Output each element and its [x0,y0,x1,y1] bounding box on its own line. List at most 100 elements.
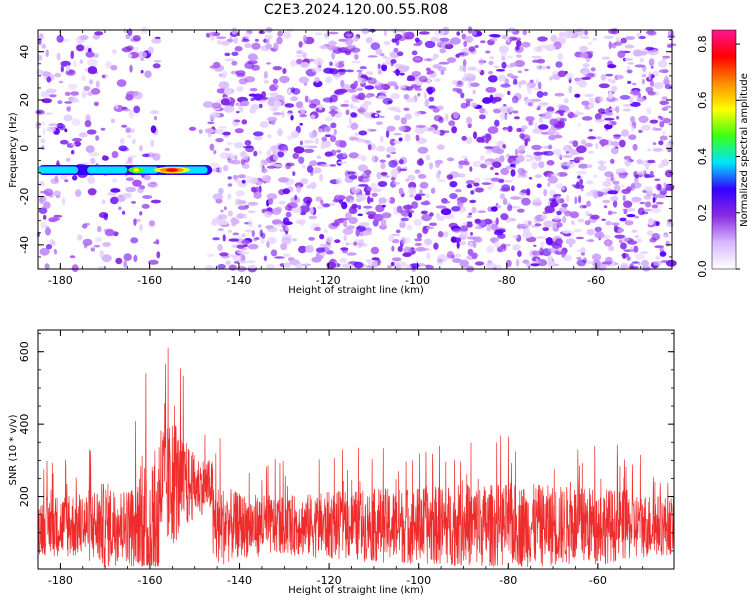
spectrogram-cell [291,238,298,242]
spectrogram-cell [577,218,585,223]
spectrogram-cell [281,110,285,118]
spectrogram-cell [64,91,71,96]
spectrogram-cell [287,88,291,95]
spectrogram-cell [565,238,576,245]
spectrogram-cell [355,229,361,237]
spectrogram-cell [242,145,254,149]
spectrogram-cell [393,47,399,53]
spectrogram-cell [501,55,506,61]
spectrogram-cell [39,181,45,187]
spectrogram-cell [376,171,382,180]
spectrogram-cell [607,122,612,125]
spectrogram-cell [532,87,544,91]
spectrogram-cell [363,205,373,209]
spectrogram-cell [443,231,449,238]
spectrogram-cell [507,204,513,212]
spectrogram-cell [440,43,446,50]
spectrogram-cell [500,167,510,176]
spectrogram-cell [584,29,588,36]
spectrogram-cell [347,171,356,175]
spectrogram-cell [518,81,522,89]
spectrogram-cell [516,175,523,179]
spectrogram-cell [389,51,400,59]
spectrogram-cell [244,31,251,40]
spectrogram-cell [290,59,297,67]
spectrogram-cell [634,177,639,183]
spectrogram-cell [597,160,607,164]
spectrogram-cell [298,41,303,48]
spectrogram-cell [493,108,502,114]
spectrogram-cell [244,229,254,233]
spectrogram-cell [495,229,506,233]
spectrogram-cell [282,188,290,195]
spectrogram-cell [641,259,649,268]
spectrogram-cell [535,197,541,201]
spectrogram-cell [623,200,633,208]
spectrogram-cell [657,163,665,169]
spectrogram-cell [441,130,450,134]
spectrogram-cell [537,105,541,111]
spectrogram-cell [270,249,278,257]
spectrogram-cell [266,150,271,157]
spectrogram-cell [111,151,119,159]
spectrogram-cell [423,58,432,61]
spectrogram-cell [357,92,366,101]
spectrogram-cell [444,113,449,122]
spectrogram-cell [386,265,393,269]
spectrogram-cell [263,211,273,218]
spectrogram-cell [119,137,125,145]
spectrogram-cell [132,35,141,42]
spectrogram-cell [555,195,561,204]
spectrogram-cell [358,107,366,114]
spectrogram-cell [404,113,412,120]
spectrogram-cell [604,111,614,116]
spectrogram-cell [353,261,364,269]
spectrogram-cell [451,80,459,85]
spectrogram-cell [329,61,333,67]
spectrogram-cell [621,129,630,137]
spectrogram-cell [73,60,77,67]
spectrogram-y-tick-label: -20 [18,188,31,206]
spectrogram-cell [292,152,300,160]
spectrogram-cell [112,178,118,184]
colorbar-ticks: 0.0 0.2 0.4 0.6 0.8 [696,35,740,278]
spectrogram-cell [277,30,283,37]
spectrogram-cell [101,74,106,79]
spectrogram-cell [592,37,597,41]
spectrogram-cell [436,105,444,111]
spectrogram-cell [211,102,222,109]
spectrogram-cell [582,63,590,68]
spectrogram-cell [522,231,533,239]
spectrogram-cell [578,195,582,204]
spectrogram-cell [436,130,441,136]
spectrogram-cell [39,247,50,256]
spectrogram-cell [123,259,127,268]
spectrogram-cell [272,153,279,161]
spectrogram-cell [244,76,255,83]
spectrogram-cell [414,126,426,134]
spectrogram-cell [564,210,572,217]
spectrogram-cell [624,220,634,226]
spectrogram-cell [122,192,132,199]
spectrogram-cell [204,128,215,134]
spectrogram-cell [68,96,74,102]
spectrogram-cell [326,236,334,243]
spectrogram-cell [365,36,373,44]
spectrogram-cell [132,91,143,100]
spectrogram-x-tick-label: -100 [405,274,430,287]
spectrogram-cell [534,174,542,179]
spectrogram-cell [130,237,139,244]
spectrogram-cell [64,179,69,183]
spectrogram-cell [319,173,324,182]
spectrogram-cell [571,220,575,226]
spectrogram-cell [374,113,378,117]
spectrogram-cell [603,35,614,39]
spectrogram-cell [538,161,545,169]
spectrogram-cell [210,168,218,172]
spectrogram-cell [568,149,579,156]
spectrogram-cell [421,214,432,222]
spectrogram-cell [497,74,507,82]
spectrogram-cell [624,44,635,49]
spectrogram-cell [498,178,505,183]
spectrogram-cell [629,96,634,104]
